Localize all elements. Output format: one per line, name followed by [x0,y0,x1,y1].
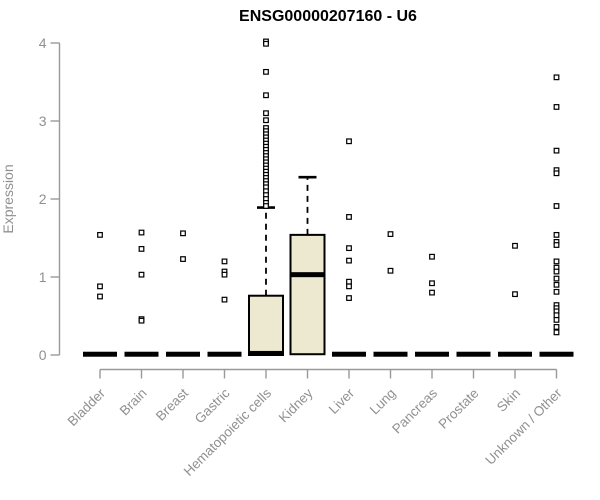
y-tick-label: 4 [39,35,47,51]
outlier-point [553,317,560,323]
outlier-point [553,170,560,177]
outlier-point [346,214,352,220]
boxplot-box [539,351,574,357]
outlier-point [553,74,560,81]
outlier-point [553,242,560,248]
y-tick-label: 0 [39,347,47,363]
outlier-point [387,231,394,238]
box-rect [289,233,326,356]
boxplot-box [373,351,408,357]
boxplot-box [289,175,326,356]
outlier-point [263,68,269,75]
outlier-point [97,293,103,300]
outlier-point [346,245,352,252]
outlier-point [263,92,269,99]
outlier-point [97,231,103,238]
outlier-point [553,104,560,110]
box-rect [248,294,284,356]
outlier-point [512,291,518,298]
y-axis-title: Expression [0,164,16,233]
x-tick-label: Prostate [435,386,481,432]
x-tick-label: Liver [326,385,358,417]
median-line [249,350,283,356]
outlier-point [97,283,103,290]
median-line [290,272,325,278]
outlier-point [553,312,560,319]
x-tick-label: Pancreas [389,385,440,436]
outlier-point [553,275,560,282]
x-tick-label: Brain [117,386,150,419]
outlier-point [180,230,186,237]
outlier-point [138,246,145,252]
outlier-point [221,271,228,278]
chart-title: ENSG00000207160 - U6 [239,8,417,25]
median-line [166,351,200,357]
outlier-point [553,288,560,295]
boxplot-box [498,351,532,357]
outlier-point [346,283,352,290]
boxplot-box [83,351,117,357]
boxplot-box [166,351,200,357]
outlier-point [221,258,228,265]
y-tick-label: 2 [39,191,47,207]
median-line [373,351,408,357]
outlier-point [180,256,186,262]
x-tick-label: Skin [494,386,523,415]
median-line [498,351,532,357]
outlier-point [263,203,269,209]
outlier-point [429,280,435,287]
outlier-point [553,258,560,265]
outlier-point [346,257,352,264]
outlier-point [553,268,560,275]
median-line [207,351,242,357]
boxplot-box [415,351,449,357]
x-tick-label: Bladder [65,385,109,429]
boxplot-box [456,351,491,357]
outlier-point [346,138,352,145]
outlier-point [553,203,560,209]
outlier-point [138,317,145,324]
outlier-point [263,117,269,124]
outlier-point [553,231,560,238]
x-tick-label: Unknown / Other [482,385,565,468]
outlier-point [263,40,269,47]
y-tick-label: 3 [39,113,47,129]
outlier-point [138,229,145,236]
median-line [332,351,366,357]
x-tick-label: Gastric [192,385,233,426]
outlier-points-layer [97,38,560,336]
outlier-point [553,281,560,288]
median-line [415,351,449,357]
x-tick-label: Lung [367,386,399,418]
outlier-point [553,329,560,336]
outlier-point [512,242,518,249]
median-line [124,351,159,357]
x-tick-label: Breast [153,385,191,423]
outlier-point [387,267,394,274]
outlier-point [553,324,560,330]
outlier-point [346,278,352,285]
outlier-point [263,110,269,117]
median-line [456,351,491,357]
median-line [83,351,117,357]
boxplot-box [124,351,159,357]
y-tick-label: 1 [39,269,47,285]
outlier-point [346,295,352,301]
boxplot-box [207,351,242,357]
x-tick-label: Kidney [276,385,316,425]
outlier-point [429,289,435,296]
outlier-point [221,296,228,303]
median-line [539,351,574,357]
boxplot-box [332,351,366,357]
boxes-layer [83,175,574,357]
outlier-point [138,271,145,278]
outlier-point [429,253,435,260]
outlier-point [553,147,560,154]
boxplot-box [248,206,284,356]
